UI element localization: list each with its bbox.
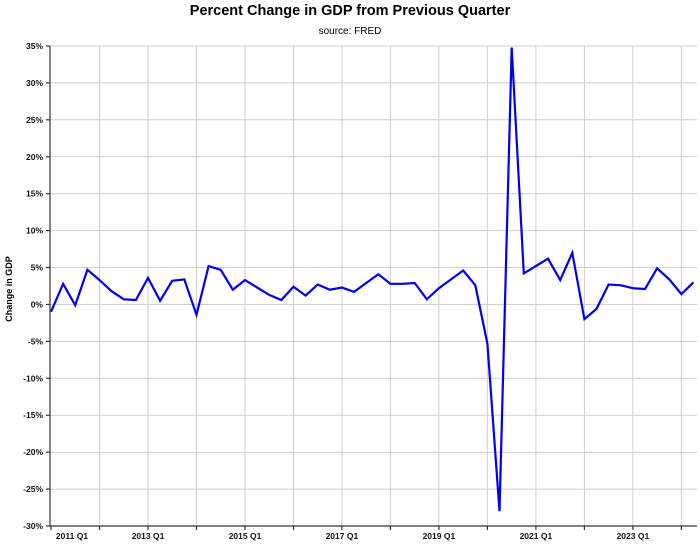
y-tick-label: -5% xyxy=(28,336,44,346)
y-axis-label: Change in GDP xyxy=(4,256,14,322)
y-tick-label: 25% xyxy=(26,115,43,125)
axes xyxy=(46,45,697,530)
y-tick-label: 5% xyxy=(31,263,44,273)
y-tick-label: 0% xyxy=(31,300,44,310)
chart-subtitle: source: FRED xyxy=(318,26,382,37)
chart-title: Percent Change in GDP from Previous Quar… xyxy=(189,3,511,19)
y-tick-label: 15% xyxy=(26,189,43,199)
y-tick-label: -30% xyxy=(23,521,43,531)
y-tick-label: 30% xyxy=(26,78,43,88)
gridlines xyxy=(50,45,697,527)
y-tick-label: -10% xyxy=(23,373,43,383)
y-tick-labels: 35% 30% 25% 20% 15% 10% 5% 0% -5% -10% -15% -20% -25… xyxy=(23,41,43,531)
x-tick-labels: 2011 Q1 2013 Q1 2015 Q1 2017 Q1 2019 Q1 2021 … xyxy=(56,531,650,541)
y-tick-label: 35% xyxy=(26,41,43,51)
y-tick-label: -20% xyxy=(23,447,43,457)
x-tick-label: 2019 Q1 xyxy=(423,531,456,541)
gdp-line xyxy=(49,47,695,512)
y-tick-label: -15% xyxy=(23,410,43,420)
x-tick-label: 2023 Q1 xyxy=(617,531,650,541)
x-tick-label: 2015 Q1 xyxy=(229,531,262,541)
x-tick-label: 2013 Q1 xyxy=(132,531,165,541)
x-tick-label: 2011 Q1 xyxy=(56,531,88,541)
y-tick-label: 20% xyxy=(26,152,43,162)
x-tick-label: 2017 Q1 xyxy=(326,531,359,541)
y-tick-label: 10% xyxy=(26,226,43,236)
x-tick-label: 2021 Q1 xyxy=(520,531,553,541)
y-tick-label: -25% xyxy=(23,484,43,494)
